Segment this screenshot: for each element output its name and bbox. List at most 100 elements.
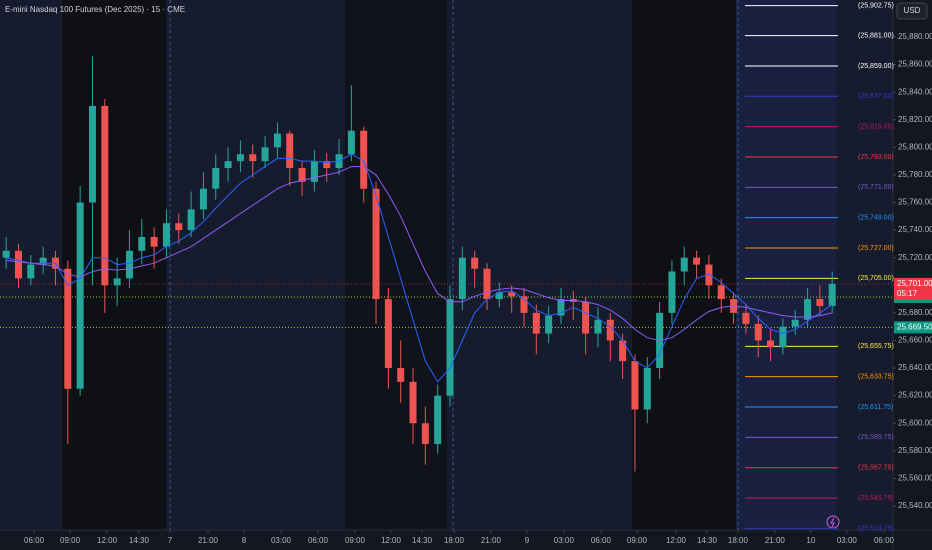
fib-label: (25,902.75) <box>858 2 894 9</box>
x-tick-label: 18:00 <box>728 536 749 545</box>
x-tick-label: 14:30 <box>412 536 433 545</box>
x-tick-label: 03:00 <box>271 536 292 545</box>
candle-body <box>347 130 355 155</box>
candle-body <box>828 283 836 306</box>
x-tick-label: 7 <box>168 536 173 545</box>
candle-body <box>532 312 540 334</box>
candle-body <box>310 161 318 182</box>
candle-body <box>705 264 713 286</box>
candle-body <box>717 285 725 300</box>
y-tick-label: 25,780.00 <box>898 170 932 179</box>
x-tick-label: 12:00 <box>97 536 118 545</box>
candle-body <box>224 161 232 169</box>
candle-body <box>693 257 701 265</box>
fib-label: (25,523.75) <box>858 525 894 532</box>
x-tick-label: 9 <box>525 536 530 545</box>
y-tick-label: 25,740.00 <box>898 225 932 234</box>
price-tag <box>894 321 932 334</box>
candle-body <box>791 319 799 327</box>
x-tick-label: 12:00 <box>666 536 687 545</box>
x-tick-label: 06:00 <box>874 536 895 545</box>
fib-label: (25,545.75) <box>858 495 894 502</box>
candle-body <box>199 188 207 210</box>
fib-label: (25,815.00) <box>858 123 894 130</box>
y-tick-label: 25,620.00 <box>898 391 932 400</box>
alert-icon-bolt <box>830 517 835 528</box>
candle-body <box>767 340 775 348</box>
candle-body <box>631 361 639 410</box>
candle-body <box>113 278 121 286</box>
candle-body <box>495 292 503 300</box>
candle-body <box>212 168 220 189</box>
candle-body <box>298 168 306 182</box>
y-tick-label: 25,600.00 <box>898 418 932 427</box>
candle-body <box>273 133 281 148</box>
candle-body <box>421 423 429 444</box>
y-tick-label: 25,760.00 <box>898 198 932 207</box>
candle-body <box>804 299 812 320</box>
x-tick-label: 03:00 <box>837 536 858 545</box>
x-tick-label: 06:00 <box>591 536 612 545</box>
fib-label: (25,589.75) <box>858 434 894 441</box>
chart-title: E-mini Nasdaq 100 Futures (Dec 2025) · 1… <box>5 5 185 14</box>
fib-label: (25,771.00) <box>858 184 894 191</box>
candle-body <box>779 326 787 348</box>
fib-label: (25,859.00) <box>858 63 894 70</box>
session-background <box>736 0 836 530</box>
candle-body <box>372 188 380 300</box>
candle-body <box>594 319 602 334</box>
fib-label: (25,567.75) <box>858 465 894 472</box>
fib-label: (25,655.75) <box>858 343 894 350</box>
fib-label: (25,837.00) <box>858 93 894 100</box>
candle-body <box>545 315 553 334</box>
candle-body <box>384 299 392 369</box>
countdown: 05:17 <box>897 289 918 298</box>
x-tick-label: 06:00 <box>24 536 45 545</box>
candle-body <box>175 223 183 231</box>
x-tick-label: 06:00 <box>308 536 329 545</box>
x-tick-label: 14:30 <box>697 536 718 545</box>
candle-body <box>27 264 35 279</box>
fib-label: (25,705.00) <box>858 275 894 282</box>
x-tick-label: 18:00 <box>444 536 465 545</box>
candle-body <box>680 257 688 272</box>
y-tick-label: 25,540.00 <box>898 501 932 510</box>
x-tick-label: 09:00 <box>345 536 366 545</box>
y-tick-label: 25,800.00 <box>898 142 932 151</box>
candle-body <box>323 161 331 169</box>
candle-body <box>14 250 22 279</box>
x-tick-label: 21:00 <box>481 536 502 545</box>
fib-label: (25,881.00) <box>858 32 894 39</box>
moving-average <box>6 166 833 342</box>
candle-body <box>668 271 676 313</box>
candle-body <box>88 105 96 203</box>
x-tick-label: 21:00 <box>765 536 786 545</box>
y-tick-label: 25,820.00 <box>898 115 932 124</box>
candle-body <box>101 105 109 286</box>
candle-body <box>150 236 158 247</box>
candle-body <box>643 368 651 410</box>
x-tick-label: 21:00 <box>198 536 219 545</box>
currency[interactable]: USD <box>904 6 921 15</box>
candle-body <box>742 312 750 324</box>
y-tick-label: 25,660.00 <box>898 336 932 345</box>
y-tick-label: 25,880.00 <box>898 32 932 41</box>
currency-button[interactable] <box>896 2 928 20</box>
candle-body <box>187 209 195 231</box>
fib-label: (25,611.75) <box>858 404 893 411</box>
y-tick-label: 25,560.00 <box>898 474 932 483</box>
candle-body <box>434 395 442 444</box>
candle-body <box>619 340 627 362</box>
y-tick-label: 25,860.00 <box>898 60 932 69</box>
candle-body <box>286 133 294 169</box>
candle-body <box>261 147 269 162</box>
last-price-label: 25,701.00 <box>897 279 932 288</box>
fib-label: (25,727.00) <box>858 245 894 252</box>
fib-label: (25,749.00) <box>858 215 894 222</box>
fib-label: (25,633.75) <box>858 374 894 381</box>
candle-body <box>458 257 466 300</box>
x-tick-label: 8 <box>242 536 247 545</box>
candle-body <box>606 319 614 341</box>
off-session <box>345 0 447 530</box>
x-tick-label: 09:00 <box>60 536 81 545</box>
